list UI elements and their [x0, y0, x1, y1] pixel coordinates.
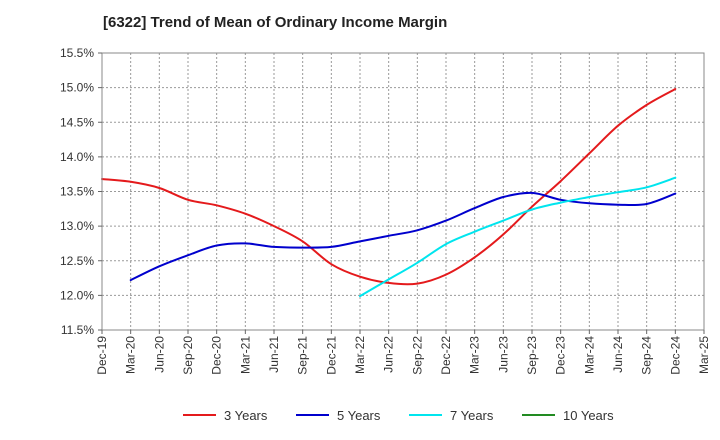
x-tick-label: Mar-23 — [468, 336, 482, 374]
legend-label: 3 Years — [224, 408, 268, 423]
x-tick-label: Dec-21 — [324, 336, 338, 375]
x-tick-label: Mar-22 — [353, 336, 367, 374]
legend-label: 7 Years — [450, 408, 494, 423]
x-axis-ticks: Dec-19 Mar-20 Jun-20 Sep-20 Dec-20 Mar-21 Jun-… — [95, 330, 711, 375]
y-tick-label: 12.5% — [60, 254, 94, 268]
x-tick-label: Mar-25 — [697, 336, 711, 374]
legend-label: 5 Years — [337, 408, 381, 423]
x-tick-label: Dec-24 — [668, 336, 682, 375]
series-lines — [101, 88, 677, 298]
x-tick-label: Sep-22 — [410, 336, 424, 375]
y-tick-label: 15.5% — [60, 46, 94, 60]
x-tick-label: Mar-20 — [124, 336, 138, 374]
x-tick-label: Dec-22 — [439, 336, 453, 375]
y-tick-label: 13.0% — [60, 219, 94, 233]
x-tick-label: Sep-21 — [296, 336, 310, 375]
y-tick-label: 14.5% — [60, 115, 94, 129]
y-tick-label: 15.0% — [60, 81, 94, 95]
x-tick-label: Jun-21 — [267, 336, 281, 373]
x-tick-label: Sep-23 — [525, 336, 539, 375]
x-tick-label: Dec-20 — [210, 336, 224, 375]
x-tick-label: Mar-21 — [238, 336, 252, 374]
x-tick-label: Jun-23 — [496, 336, 510, 373]
legend-label: 10 Years — [563, 408, 614, 423]
x-tick-label: Dec-19 — [95, 336, 109, 375]
y-tick-label: 13.5% — [60, 185, 94, 199]
x-tick-label: Sep-24 — [640, 336, 654, 375]
y-axis-ticks: 11.5% 12.0% 12.5% 13.0% 13.5% 14.0% 14.5% 15.0%… — [60, 46, 102, 337]
x-tick-label: Jun-24 — [611, 336, 625, 373]
x-tick-label: Jun-22 — [382, 336, 396, 373]
grid — [101, 52, 705, 331]
x-tick-label: Jun-20 — [152, 336, 166, 373]
x-tick-label: Sep-20 — [181, 336, 195, 375]
y-tick-label: 14.0% — [60, 150, 94, 164]
chart-title: [6322] Trend of Mean of Ordinary Income … — [103, 14, 448, 31]
y-tick-label: 11.5% — [61, 323, 94, 337]
x-tick-label: Dec-23 — [554, 336, 568, 375]
y-tick-label: 12.0% — [60, 288, 94, 302]
x-tick-label: Mar-24 — [582, 336, 596, 374]
series-line-3-years — [101, 88, 677, 286]
series-line-7-years — [359, 176, 677, 298]
legend: 3 Years 5 Years 7 Years 10 Years — [183, 408, 614, 423]
series-line-5-years — [129, 191, 677, 282]
